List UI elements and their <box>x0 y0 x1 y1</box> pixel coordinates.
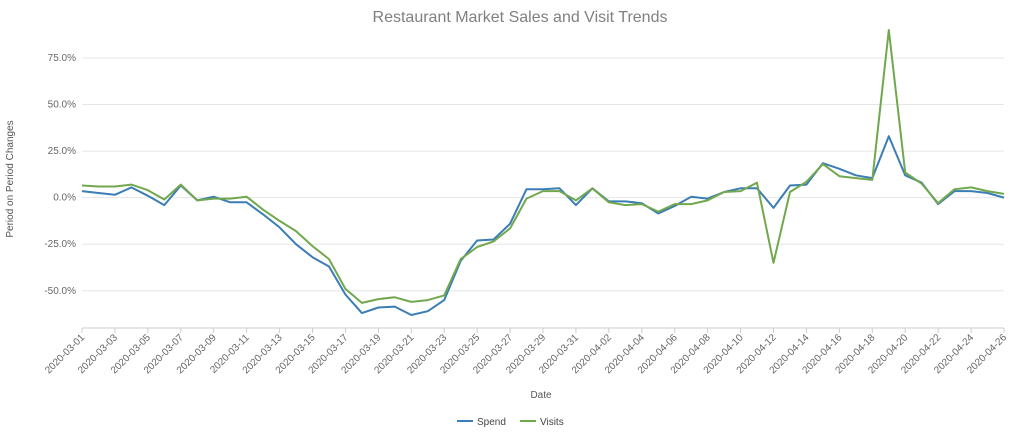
chart-title: Restaurant Market Sales and Visit Trends <box>373 9 668 26</box>
legend-label: Visits <box>540 417 564 428</box>
legend-label: Spend <box>477 417 506 428</box>
series-lines <box>81 29 1005 316</box>
legend-item-spend[interactable]: Spend <box>457 417 506 428</box>
y-tick-label: 25.0% <box>48 146 76 157</box>
gridlines <box>82 57 1004 292</box>
legend[interactable]: Spend Visits <box>457 417 564 428</box>
x-axis-ticks: 2020-03-012020-03-032020-03-052020-03-07… <box>43 328 1009 376</box>
y-tick-label: -25.0% <box>44 239 76 250</box>
y-tick-label: 75.0% <box>48 53 76 64</box>
x-axis-label: Date <box>530 390 552 401</box>
y-tick-label: -50.0% <box>44 286 76 297</box>
y-axis-ticks: -50.0% -25.0% 0.0% 25.0% 50.0% 75.0% <box>44 53 76 297</box>
series-line-visits[interactable] <box>81 29 1005 304</box>
series-line-spend[interactable] <box>81 135 1005 316</box>
y-axis-label: Period on Period Changes <box>5 120 16 237</box>
y-tick-label: 0.0% <box>53 193 76 204</box>
y-tick-label: 50.0% <box>48 100 76 111</box>
legend-item-visits[interactable]: Visits <box>520 417 564 428</box>
